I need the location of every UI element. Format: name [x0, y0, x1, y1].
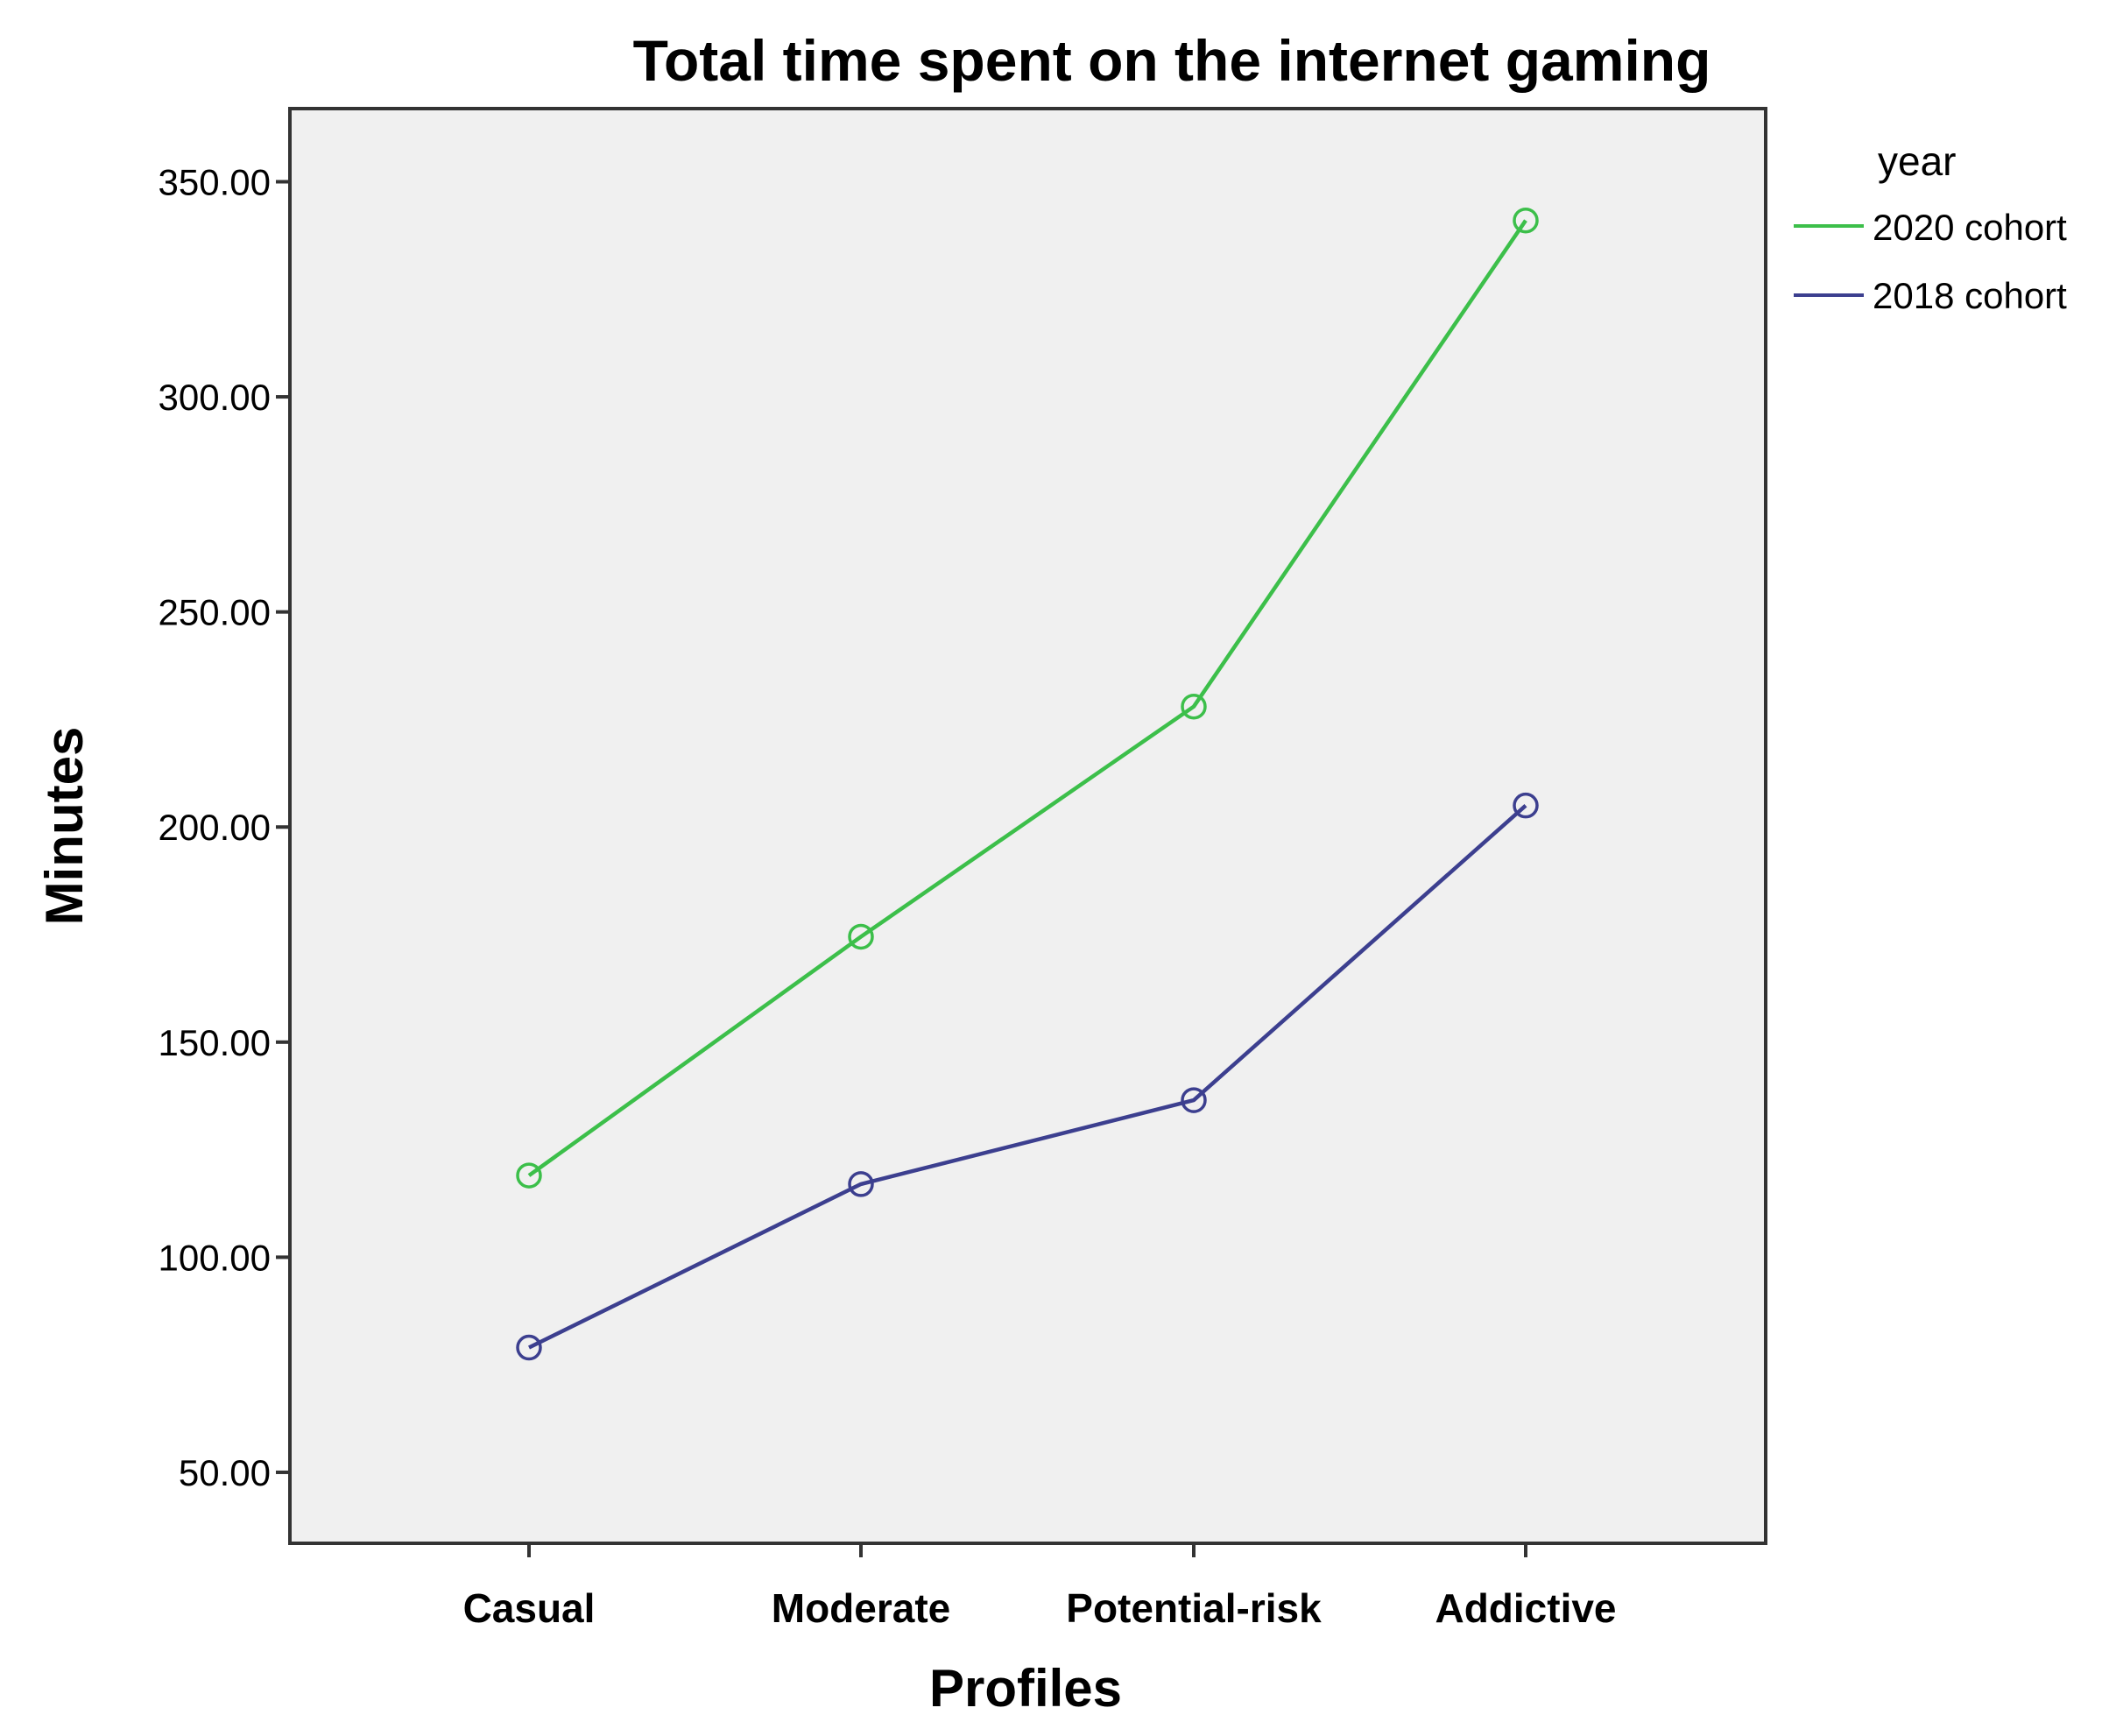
- data-point-2018-cohort-moderate: [848, 1171, 874, 1197]
- legend-label-2018-cohort: 2018 cohort: [1873, 275, 2067, 316]
- x-axis-title: Profiles: [929, 1659, 1122, 1718]
- y-tick-label: 200.00: [159, 807, 271, 848]
- data-point-2020-cohort-potential-risk: [1181, 693, 1207, 720]
- y-tick-label: 300.00: [159, 377, 271, 418]
- data-point-2020-cohort-casual: [516, 1162, 542, 1189]
- legend-title: year: [1878, 138, 1956, 184]
- data-point-2018-cohort-casual: [516, 1334, 542, 1361]
- series-line-2020-cohort: [527, 219, 1527, 1177]
- data-point-2020-cohort-moderate: [848, 923, 874, 950]
- data-point-2018-cohort-addictive: [1513, 792, 1539, 819]
- y-tick-label: 150.00: [159, 1022, 271, 1063]
- legend-label-2020-cohort: 2020 cohort: [1873, 207, 2067, 248]
- y-tick-label: 100.00: [159, 1237, 271, 1278]
- y-axis: 50.00 100.00 150.00 200.00 250.00 300.00 350.0…: [159, 161, 290, 1493]
- x-tick-label-potential-risk: Potential-risk: [1066, 1585, 1322, 1631]
- legend: year 2020 cohort 2018 cohort: [1794, 138, 2067, 316]
- series-line-2018-cohort: [528, 803, 1527, 1350]
- y-tick-label: 350.00: [159, 161, 271, 202]
- y-tick-label: 250.00: [159, 592, 271, 633]
- data-point-2020-cohort-addictive: [1513, 207, 1539, 234]
- chart-title: Total time spent on the internet gaming: [633, 28, 1711, 93]
- y-tick-label: 50.00: [179, 1452, 271, 1493]
- x-tick-label-moderate: Moderate: [772, 1585, 950, 1631]
- x-tick-label-addictive: Addictive: [1435, 1585, 1616, 1631]
- x-axis: Casual Moderate Potential-risk Addictive: [463, 1543, 1617, 1631]
- y-axis-title: Minutes: [35, 727, 94, 926]
- x-tick-label-casual: Casual: [463, 1585, 596, 1631]
- plot-area: [288, 107, 1767, 1545]
- series-layer: [516, 207, 1539, 1361]
- data-point-2018-cohort-potential-risk: [1181, 1087, 1207, 1113]
